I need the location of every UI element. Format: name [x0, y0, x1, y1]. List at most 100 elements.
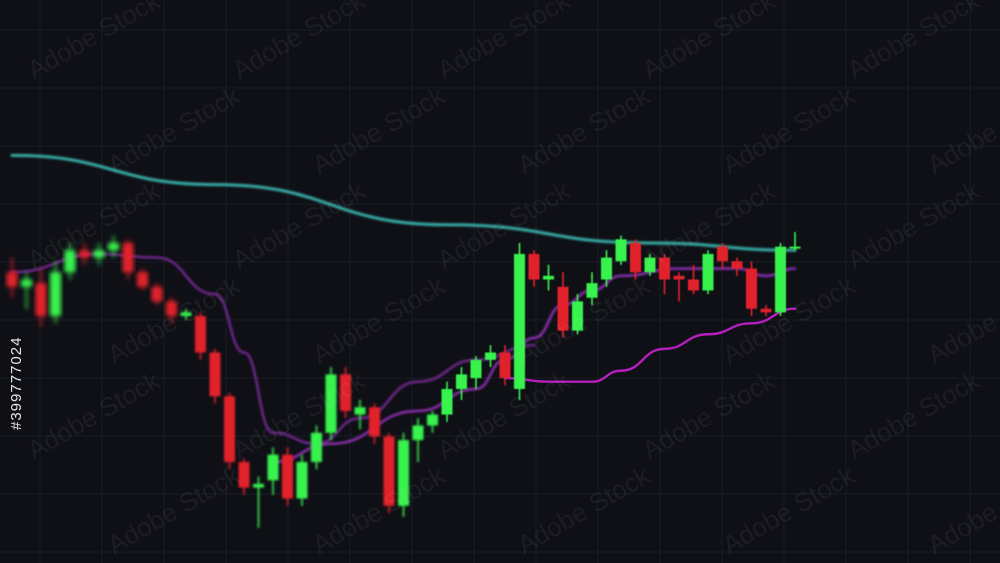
candle-body-bullish	[93, 250, 105, 258]
candle-body-bullish	[543, 275, 554, 280]
candle	[702, 250, 714, 295]
candle-body-bullish	[514, 253, 525, 389]
candle	[731, 257, 743, 276]
candle-body-bearish	[528, 253, 540, 280]
candle	[441, 381, 453, 422]
candle	[238, 458, 250, 495]
candle-body-bullish	[108, 243, 119, 251]
candle	[615, 235, 627, 265]
candle-body-bullish	[311, 432, 322, 462]
candle	[514, 243, 525, 400]
candle	[93, 243, 105, 265]
candle	[789, 232, 801, 251]
candle-body-bearish	[282, 454, 293, 499]
candle-body-bullish	[267, 454, 279, 481]
candle-body-bullish	[64, 250, 76, 273]
candle	[717, 243, 728, 269]
candle-body-bullish	[253, 483, 264, 488]
candle	[572, 294, 583, 335]
candle-body-bullish	[354, 407, 366, 415]
candle-body-bullish	[644, 257, 656, 273]
candle	[209, 348, 221, 404]
candle	[21, 272, 32, 309]
candle	[586, 272, 598, 306]
candle	[659, 253, 670, 295]
candle	[528, 250, 540, 287]
candles	[6, 232, 801, 528]
candle-body-bullish	[398, 440, 409, 506]
candle-body-bearish	[369, 407, 380, 437]
candle-body-bearish	[659, 257, 670, 280]
candle	[470, 356, 482, 389]
candle-body-bearish	[209, 352, 221, 397]
candle-body-bearish	[35, 283, 47, 316]
candle	[224, 392, 235, 470]
candle-body-bearish	[151, 286, 163, 302]
candle	[456, 367, 467, 400]
candle-body-bullish	[702, 253, 714, 291]
stock-image-id: #399777024	[8, 336, 25, 430]
candle	[151, 283, 163, 306]
candle-body-bullish	[427, 414, 438, 426]
candle-body-bullish	[21, 279, 32, 287]
candle-body-bearish	[195, 316, 206, 353]
candle	[688, 264, 699, 295]
candle	[325, 367, 337, 441]
candle	[340, 367, 351, 419]
candle-body-bearish	[6, 272, 18, 287]
candle-body-bullish	[441, 389, 453, 415]
candle	[311, 425, 322, 470]
candle-body-bearish	[224, 396, 235, 462]
candle-body-bullish	[586, 283, 598, 298]
candle-body-bearish	[166, 301, 177, 316]
moving-average-line-3	[271, 267, 797, 464]
candle-body-bullish	[412, 425, 424, 441]
candle-body-bearish	[137, 272, 148, 287]
candle	[383, 432, 395, 514]
candle	[485, 345, 496, 368]
candle-body-bearish	[731, 261, 743, 269]
candle	[398, 432, 409, 517]
candle	[79, 243, 90, 265]
candle-body-bearish	[79, 250, 90, 258]
candle-body-bearish	[746, 268, 757, 309]
moving-average-line-1	[10, 153, 797, 252]
candle	[543, 264, 554, 291]
candle	[369, 403, 380, 444]
candle	[253, 476, 264, 528]
candle	[137, 268, 148, 291]
candle-body-bearish	[499, 352, 511, 379]
candle	[499, 345, 511, 386]
candle-body-bearish	[238, 462, 250, 488]
candle-body-bearish	[673, 275, 685, 280]
candle-body-bearish	[688, 279, 699, 291]
candle-body-bearish	[630, 243, 641, 273]
candle-body-bullish	[775, 246, 786, 313]
candle	[427, 410, 438, 433]
moving-average-line-2	[10, 252, 536, 445]
candle	[775, 243, 786, 316]
candle-body-bearish	[760, 308, 772, 313]
candle	[760, 305, 772, 316]
candle	[673, 272, 685, 302]
candle	[267, 447, 279, 495]
candle-body-bullish	[456, 374, 467, 389]
candle	[195, 312, 206, 360]
moving-average-line-4	[503, 307, 797, 383]
candle-body-bullish	[615, 239, 627, 262]
candle	[6, 257, 18, 298]
candle-body-bullish	[325, 374, 337, 433]
candle	[35, 268, 47, 327]
candle	[166, 297, 177, 324]
candle-body-bearish	[717, 246, 728, 262]
candle	[644, 253, 656, 276]
candle	[64, 243, 76, 280]
candle	[630, 239, 641, 280]
candle-body-bearish	[340, 374, 351, 411]
candle-body-bearish	[557, 286, 569, 331]
candle	[557, 272, 569, 338]
candle-body-bearish	[122, 243, 134, 273]
